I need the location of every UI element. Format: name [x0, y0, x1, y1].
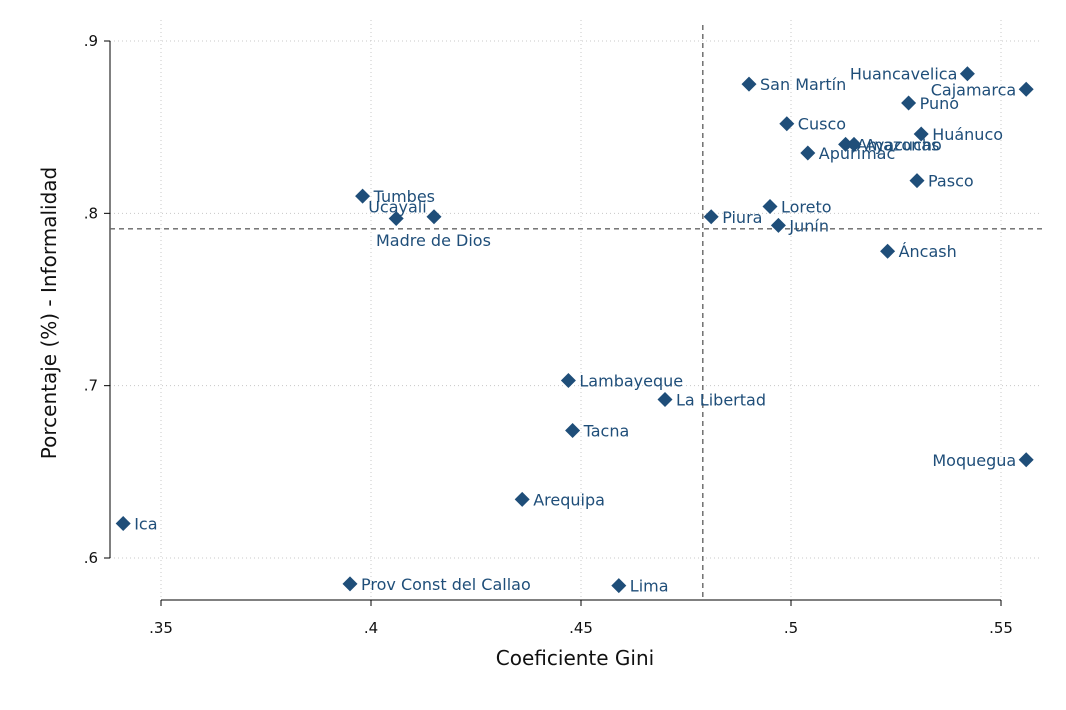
- point-label: Loreto: [781, 197, 832, 216]
- point-label: Lambayeque: [579, 371, 683, 390]
- diamond-marker: [560, 372, 576, 388]
- data-point: La Libertad: [657, 390, 766, 409]
- axes: .35 .4 .45 .5 .55 .6 .7 .8 .9: [84, 32, 1013, 637]
- y-tick-label: .7: [84, 377, 98, 395]
- y-tick-label: .6: [84, 549, 98, 567]
- diamond-marker: [514, 491, 530, 507]
- data-point: San Martín: [741, 75, 846, 94]
- diamond-marker: [426, 209, 442, 225]
- point-label: Áncash: [899, 242, 957, 261]
- diamond-marker: [1018, 452, 1034, 468]
- data-point: Amazonas: [838, 135, 939, 154]
- point-label: Junín: [788, 216, 829, 235]
- data-point: Ucayali: [368, 198, 427, 227]
- point-label: La Libertad: [676, 390, 766, 409]
- data-point: Junín: [770, 216, 829, 235]
- point-label: Tumbes: [373, 187, 435, 206]
- diamond-marker: [909, 173, 925, 189]
- diamond-marker: [880, 243, 896, 259]
- point-label: Cajamarca: [931, 80, 1016, 99]
- y-tick-label: .8: [84, 204, 98, 222]
- data-point: Lima: [611, 577, 669, 596]
- diamond-marker: [565, 422, 581, 438]
- data-point: Moquegua: [932, 451, 1034, 470]
- point-label: Ica: [134, 515, 157, 534]
- point-label: Ucayali: [368, 198, 426, 217]
- x-tick-label: .35: [149, 619, 173, 637]
- point-label: Huancavelica: [850, 65, 958, 84]
- data-point: Madre de Dios: [376, 209, 491, 250]
- y-tick-label: .9: [84, 32, 98, 50]
- diamond-marker: [611, 578, 627, 594]
- diamond-marker: [741, 76, 757, 92]
- point-label: Prov Const del Callao: [361, 575, 531, 594]
- data-point: Cajamarca: [931, 80, 1034, 99]
- data-point: Tacna: [565, 421, 629, 440]
- data-point: Loreto: [762, 197, 832, 216]
- diamond-marker: [1018, 81, 1034, 97]
- data-point: Ayacucho: [846, 135, 942, 154]
- point-label: Huánuco: [932, 125, 1003, 144]
- x-tick-label: .55: [989, 619, 1013, 637]
- data-point: Huancavelica: [850, 65, 975, 84]
- diamond-marker: [770, 217, 786, 233]
- diamond-marker: [762, 198, 778, 214]
- point-label: Arequipa: [533, 490, 605, 509]
- reference-lines: [110, 25, 1042, 600]
- point-label: Puno: [920, 94, 959, 113]
- point-label: Madre de Dios: [376, 231, 491, 250]
- diamond-marker: [959, 66, 975, 82]
- point-label: Moquegua: [932, 451, 1016, 470]
- x-tick-label: .45: [569, 619, 593, 637]
- data-point: Tumbes: [355, 187, 435, 206]
- point-label: San Martín: [760, 75, 846, 94]
- diamond-marker: [388, 211, 404, 227]
- diamond-marker: [846, 136, 862, 152]
- diamond-marker: [657, 391, 673, 407]
- data-point: Piura: [703, 208, 762, 227]
- data-point: Pasco: [909, 172, 974, 191]
- diamond-marker: [838, 136, 854, 152]
- data-point: Arequipa: [514, 490, 605, 509]
- data-point: Lambayeque: [560, 371, 683, 390]
- diamond-marker: [355, 188, 371, 204]
- diamond-marker: [703, 209, 719, 225]
- grid-lines: [110, 20, 1042, 600]
- x-tick-label: .5: [784, 619, 798, 637]
- point-label: Piura: [722, 208, 762, 227]
- point-label: Amazonas: [857, 135, 940, 154]
- data-point: Ica: [115, 515, 158, 534]
- data-point: Prov Const del Callao: [342, 575, 531, 594]
- diamond-marker: [342, 576, 358, 592]
- point-label: Ayacucho: [865, 135, 942, 154]
- x-axis-title: Coeficiente Gini: [496, 646, 654, 670]
- data-point: Cusco: [779, 115, 846, 134]
- point-label: Cusco: [798, 115, 846, 134]
- diamond-marker: [779, 116, 795, 132]
- diamond-marker: [800, 145, 816, 161]
- point-label: Lima: [630, 577, 669, 596]
- data-point: Puno: [901, 94, 959, 113]
- data-point: Huánuco: [913, 125, 1003, 144]
- point-label: Apurímac: [819, 144, 895, 163]
- data-point: Áncash: [880, 242, 957, 261]
- x-tick-label: .4: [364, 619, 378, 637]
- data-point: Apurímac: [800, 144, 895, 163]
- diamond-marker: [115, 516, 131, 532]
- y-axis-title: Porcentaje (%) - Informalidad: [37, 167, 61, 459]
- diamond-marker: [901, 95, 917, 111]
- diamond-marker: [913, 126, 929, 142]
- point-label: Pasco: [928, 172, 974, 191]
- point-label: Tacna: [583, 421, 630, 440]
